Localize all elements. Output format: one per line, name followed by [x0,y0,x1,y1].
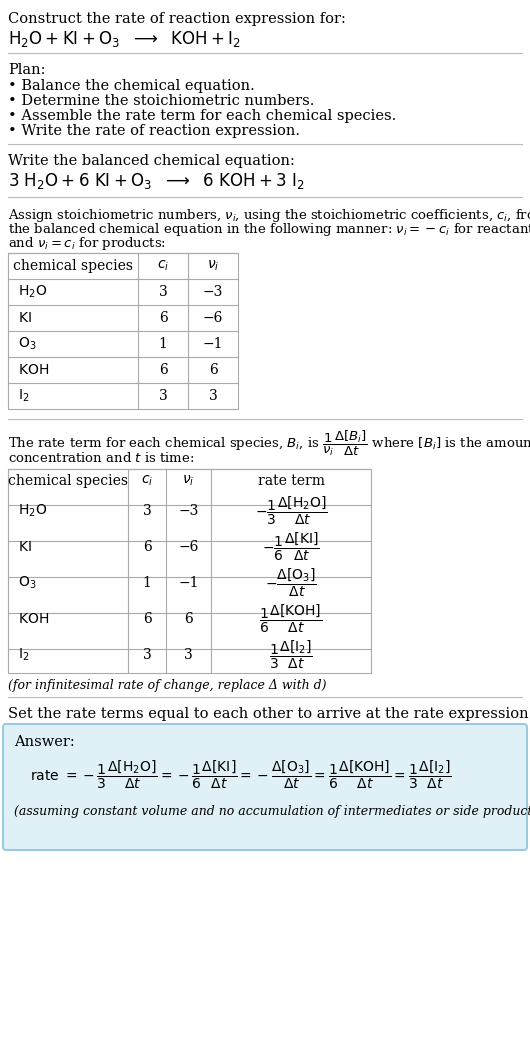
Text: • Determine the stoichiometric numbers.: • Determine the stoichiometric numbers. [8,94,314,108]
Text: $\mathrm{KI}$: $\mathrm{KI}$ [18,311,32,325]
Text: $\mathrm{KOH}$: $\mathrm{KOH}$ [18,612,49,626]
Text: $\mathrm{I_2}$: $\mathrm{I_2}$ [18,647,30,663]
Text: $-\dfrac{1}{6}\dfrac{\Delta[\mathrm{KI}]}{\Delta t}$: $-\dfrac{1}{6}\dfrac{\Delta[\mathrm{KI}]… [262,530,320,563]
Text: Write the balanced chemical equation:: Write the balanced chemical equation: [8,154,295,168]
Text: rate $= -\dfrac{1}{3}\dfrac{\Delta[\mathrm{H_2O}]}{\Delta t} = -\dfrac{1}{6}\dfr: rate $= -\dfrac{1}{3}\dfrac{\Delta[\math… [30,759,452,791]
Text: 3: 3 [209,389,217,403]
Text: 6: 6 [158,363,167,377]
Text: 6: 6 [143,612,152,626]
Text: $\mathrm{H_2O}$: $\mathrm{H_2O}$ [18,283,47,300]
Bar [8,253,238,410]
Text: −1: −1 [178,576,199,590]
Text: rate term: rate term [258,474,324,488]
Text: (for infinitesimal rate of change, replace Δ with d): (for infinitesimal rate of change, repla… [8,679,326,692]
Text: Answer:: Answer: [14,735,75,749]
Text: (assuming constant volume and no accumulation of intermediates or side products): (assuming constant volume and no accumul… [14,805,530,818]
Text: chemical species: chemical species [8,474,128,488]
Text: −3: −3 [203,286,223,299]
Text: $\mathrm{H_2O}$: $\mathrm{H_2O}$ [18,503,47,519]
FancyBboxPatch shape [3,724,527,850]
Text: 3: 3 [143,504,152,518]
Text: chemical species: chemical species [13,259,133,273]
Text: $c_i$: $c_i$ [141,474,153,489]
Text: • Balance the chemical equation.: • Balance the chemical equation. [8,79,255,93]
Text: 6: 6 [143,540,152,554]
Text: −3: −3 [178,504,199,518]
Text: $-\dfrac{\Delta[\mathrm{O_3}]}{\Delta t}$: $-\dfrac{\Delta[\mathrm{O_3}]}{\Delta t}… [265,567,317,599]
Bar [8,469,371,673]
Text: The rate term for each chemical species, $B_i$, is $\dfrac{1}{\nu_i}\dfrac{\Delt: The rate term for each chemical species,… [8,429,530,458]
Text: $\mathrm{KOH}$: $\mathrm{KOH}$ [18,363,49,377]
Text: $-\dfrac{1}{3}\dfrac{\Delta[\mathrm{H_2O}]}{\Delta t}$: $-\dfrac{1}{3}\dfrac{\Delta[\mathrm{H_2O… [255,495,328,527]
Text: 6: 6 [209,363,217,377]
Text: Assign stoichiometric numbers, $\nu_i$, using the stoichiometric coefficients, $: Assign stoichiometric numbers, $\nu_i$, … [8,207,530,224]
Text: 3: 3 [158,286,167,299]
Text: $\dfrac{1}{6}\dfrac{\Delta[\mathrm{KOH}]}{\Delta t}$: $\dfrac{1}{6}\dfrac{\Delta[\mathrm{KOH}]… [259,603,323,636]
Text: $\nu_i$: $\nu_i$ [207,258,219,273]
Text: 1: 1 [158,337,167,351]
Text: 6: 6 [184,612,193,626]
Text: $\mathrm{H_2O + KI + O_3}$  $\longrightarrow$  $\mathrm{KOH + I_2}$: $\mathrm{H_2O + KI + O_3}$ $\longrightar… [8,29,241,49]
Text: $\dfrac{1}{3}\dfrac{\Delta[\mathrm{I_2}]}{\Delta t}$: $\dfrac{1}{3}\dfrac{\Delta[\mathrm{I_2}]… [269,639,313,671]
Text: −1: −1 [203,337,223,351]
Text: 1: 1 [143,576,152,590]
Text: Construct the rate of reaction expression for:: Construct the rate of reaction expressio… [8,13,346,26]
Text: $\mathrm{3\ H_2O + 6\ KI + O_3}$  $\longrightarrow$  $\mathrm{6\ KOH + 3\ I_2}$: $\mathrm{3\ H_2O + 6\ KI + O_3}$ $\longr… [8,171,305,191]
Text: −6: −6 [203,311,223,325]
Text: −6: −6 [178,540,199,554]
Text: Set the rate terms equal to each other to arrive at the rate expression:: Set the rate terms equal to each other t… [8,708,530,721]
Text: the balanced chemical equation in the following manner: $\nu_i = -c_i$ for react: the balanced chemical equation in the fo… [8,221,530,238]
Text: 6: 6 [158,311,167,325]
Text: $\mathrm{I_2}$: $\mathrm{I_2}$ [18,388,30,404]
Text: concentration and $t$ is time:: concentration and $t$ is time: [8,451,195,465]
Text: 3: 3 [158,389,167,403]
Text: Plan:: Plan: [8,63,46,77]
Text: 3: 3 [184,648,193,662]
Text: and $\nu_i = c_i$ for products:: and $\nu_i = c_i$ for products: [8,235,166,252]
Text: 3: 3 [143,648,152,662]
Text: $c_i$: $c_i$ [157,258,169,273]
Text: • Write the rate of reaction expression.: • Write the rate of reaction expression. [8,124,300,138]
Text: $\mathrm{O_3}$: $\mathrm{O_3}$ [18,575,37,591]
Text: $\mathrm{KI}$: $\mathrm{KI}$ [18,540,32,554]
Text: $\mathrm{O_3}$: $\mathrm{O_3}$ [18,336,37,352]
Text: • Assemble the rate term for each chemical species.: • Assemble the rate term for each chemic… [8,109,396,123]
Text: $\nu_i$: $\nu_i$ [182,474,195,489]
